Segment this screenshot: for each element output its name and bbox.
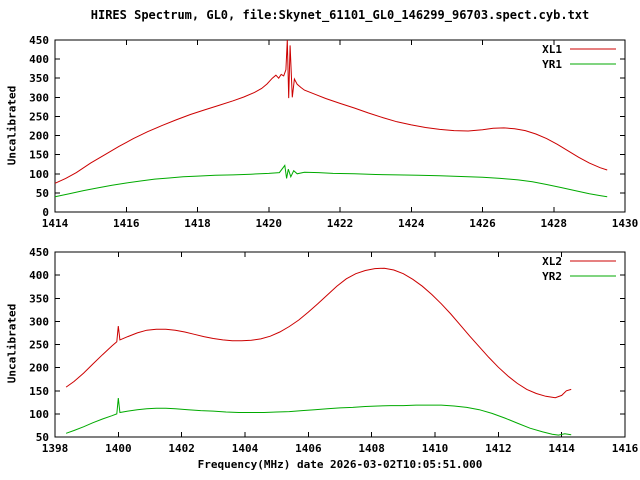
y-tick-label: 100 bbox=[29, 168, 49, 181]
y-tick-label: 350 bbox=[29, 72, 49, 85]
x-tick-label: 1422 bbox=[327, 217, 354, 230]
x-tick-label: 1420 bbox=[256, 217, 283, 230]
chart-title: HIRES Spectrum, GL0, file:Skynet_61101_G… bbox=[90, 8, 590, 22]
panel-2: 1398 1400 1402 1404 1406 1408 1410 1412 1414 1416… bbox=[29, 246, 638, 455]
y-tick-label: 200 bbox=[29, 362, 49, 375]
y-tick-label: 150 bbox=[29, 385, 49, 398]
x-tick-label: 1424 bbox=[398, 217, 425, 230]
x-tick-label: 1404 bbox=[232, 442, 259, 455]
y-tick-label: 100 bbox=[29, 408, 49, 421]
y-tick-label: 450 bbox=[29, 246, 49, 259]
y-tick-label: 400 bbox=[29, 53, 49, 66]
y-tick-label: 50 bbox=[36, 187, 49, 200]
x-tick-label: 1416 bbox=[612, 442, 639, 455]
panel-1: 1414 1416 1418 1420 1422 1424 1426 1428 1430 0 50 1… bbox=[29, 34, 638, 230]
y-tick-label: 300 bbox=[29, 315, 49, 328]
plot-border bbox=[54, 39, 626, 213]
x-tick-label: 1426 bbox=[469, 217, 496, 230]
x-tick-label: 1408 bbox=[358, 442, 385, 455]
x-tick-label: 1430 bbox=[612, 217, 639, 230]
y-tick-label: 400 bbox=[29, 269, 49, 282]
legend-label-XL2: XL2 bbox=[542, 255, 562, 268]
y-tick-label: 300 bbox=[29, 91, 49, 104]
y-tick-label: 350 bbox=[29, 292, 49, 305]
legend-label-XL1: XL1 bbox=[542, 43, 562, 56]
x-tick-label: 1428 bbox=[541, 217, 568, 230]
x-tick-label: 1410 bbox=[422, 442, 449, 455]
y-tick-label: 50 bbox=[36, 431, 49, 444]
x-tick-label: 1414 bbox=[548, 442, 575, 455]
legend-label-YR2: YR2 bbox=[542, 270, 562, 283]
x-tick-label: 1418 bbox=[184, 217, 211, 230]
y-tick-label: 250 bbox=[29, 339, 49, 352]
y-tick-label: 450 bbox=[29, 34, 49, 47]
x-tick-label: 1400 bbox=[105, 442, 132, 455]
y-axis-label-top: Uncalibrated bbox=[5, 85, 19, 166]
x-tick-label: 1414 bbox=[42, 217, 69, 230]
series-YR1-line bbox=[54, 164, 608, 198]
series-XL2-line bbox=[65, 267, 572, 399]
x-tick-label: 1416 bbox=[113, 217, 140, 230]
x-axis-label: Frequency(MHz) date 2026-03-02T10:05:51.… bbox=[197, 458, 483, 471]
y-tick-label: 250 bbox=[29, 110, 49, 123]
legend-label-YR1: YR1 bbox=[542, 58, 562, 71]
x-tick-label: 1406 bbox=[295, 442, 322, 455]
x-tick-label: 1402 bbox=[168, 442, 195, 455]
y-tick-label: 0 bbox=[42, 206, 49, 219]
y-axis-label-bottom: Uncalibrated bbox=[5, 303, 19, 384]
x-tick-label: 1412 bbox=[485, 442, 512, 455]
series-YR2-line bbox=[65, 398, 572, 436]
y-tick-label: 150 bbox=[29, 149, 49, 162]
y-tick-label: 200 bbox=[29, 130, 49, 143]
x-tick-label: 1398 bbox=[42, 442, 69, 455]
series-XL1-line bbox=[54, 39, 608, 184]
